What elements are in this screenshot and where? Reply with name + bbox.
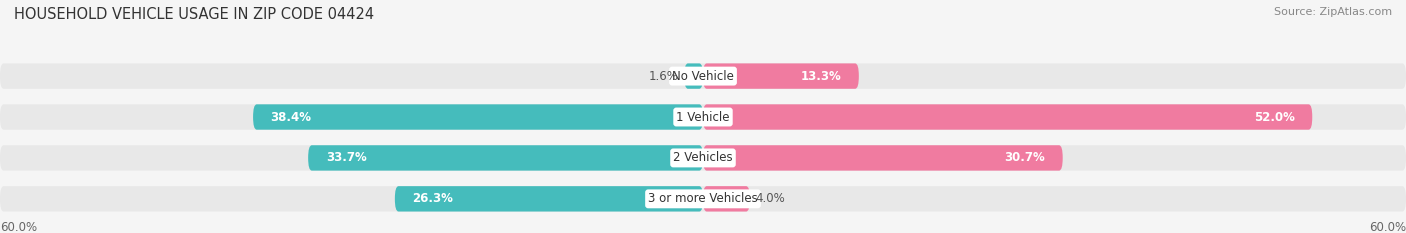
Text: 60.0%: 60.0%	[1369, 221, 1406, 233]
Text: 52.0%: 52.0%	[1254, 110, 1295, 123]
FancyBboxPatch shape	[703, 186, 749, 212]
FancyBboxPatch shape	[308, 145, 703, 171]
FancyBboxPatch shape	[0, 186, 1406, 212]
Text: HOUSEHOLD VEHICLE USAGE IN ZIP CODE 04424: HOUSEHOLD VEHICLE USAGE IN ZIP CODE 0442…	[14, 7, 374, 22]
Text: 1 Vehicle: 1 Vehicle	[676, 110, 730, 123]
FancyBboxPatch shape	[253, 104, 703, 130]
FancyBboxPatch shape	[703, 104, 1312, 130]
Text: 3 or more Vehicles: 3 or more Vehicles	[648, 192, 758, 205]
FancyBboxPatch shape	[685, 63, 703, 89]
FancyBboxPatch shape	[703, 63, 859, 89]
Text: Source: ZipAtlas.com: Source: ZipAtlas.com	[1274, 7, 1392, 17]
Text: 1.6%: 1.6%	[648, 70, 678, 82]
FancyBboxPatch shape	[0, 145, 1406, 171]
FancyBboxPatch shape	[395, 186, 703, 212]
Text: 33.7%: 33.7%	[326, 151, 367, 164]
Text: 60.0%: 60.0%	[0, 221, 37, 233]
Text: 13.3%: 13.3%	[800, 70, 841, 82]
FancyBboxPatch shape	[0, 63, 1406, 89]
Text: 38.4%: 38.4%	[271, 110, 312, 123]
FancyBboxPatch shape	[0, 104, 1406, 130]
Text: 26.3%: 26.3%	[412, 192, 453, 205]
Text: 4.0%: 4.0%	[756, 192, 786, 205]
Text: 2 Vehicles: 2 Vehicles	[673, 151, 733, 164]
Text: 30.7%: 30.7%	[1004, 151, 1045, 164]
FancyBboxPatch shape	[703, 145, 1063, 171]
Text: No Vehicle: No Vehicle	[672, 70, 734, 82]
